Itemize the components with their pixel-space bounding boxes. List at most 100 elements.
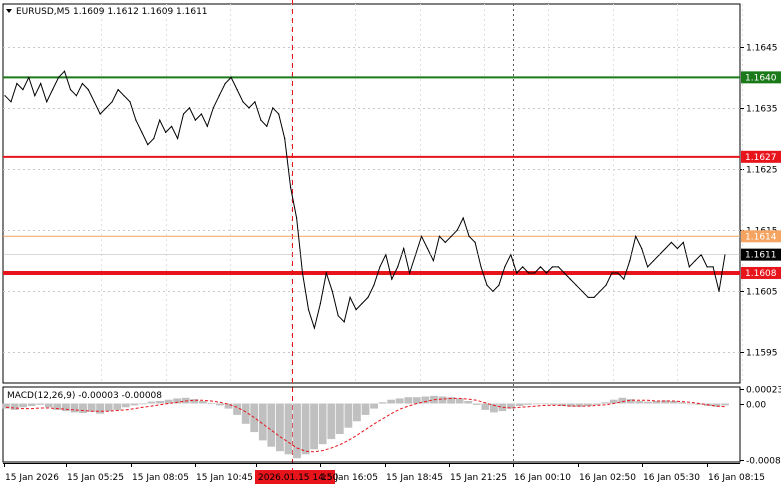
macd-histogram-bar [44, 403, 53, 408]
price-point [575, 284, 577, 286]
macd-histogram-bar [199, 401, 207, 404]
level-label-box [741, 266, 781, 279]
macd-histogram-bar [276, 403, 284, 452]
time-tick-label: 15 Jan 18:45 [386, 473, 443, 483]
macd-histogram-bar [79, 403, 87, 413]
price-point [4, 95, 6, 97]
macd-histogram-bar [164, 399, 173, 404]
price-point [450, 235, 452, 237]
macd-histogram-bar [652, 401, 661, 404]
macd-histogram-bar [695, 403, 704, 405]
time-tick-label: 15 Jan 2026 [5, 473, 59, 483]
macd-histogram-bar [472, 403, 481, 405]
macd-histogram-bar [19, 403, 27, 408]
macd-histogram-bar [344, 403, 353, 428]
price-point [206, 125, 208, 127]
macd-histogram-bar [644, 401, 652, 404]
price-point [10, 101, 12, 103]
macd-histogram-bar [104, 403, 113, 412]
macd-tick-label: -0.00089 [746, 457, 781, 467]
price-point [581, 290, 583, 292]
price-point [563, 272, 565, 274]
price-point [99, 113, 101, 115]
price-point [647, 266, 649, 268]
macd-histogram-bar [258, 403, 267, 441]
time-tick-label: 15 Jan 16:05 [321, 473, 378, 483]
price-tick-label: 1.1595 [746, 349, 778, 359]
price-point [486, 284, 488, 286]
macd-histogram-bar [233, 403, 241, 415]
time-tick-label: 16 Jan 02:50 [579, 473, 636, 483]
symbol-dropdown-icon[interactable] [6, 9, 12, 13]
macd-histogram-bar [438, 396, 447, 404]
price-point [551, 266, 554, 268]
macd-histogram-bar [455, 398, 464, 404]
time-tick-label: 16 Jan 00:10 [514, 473, 571, 483]
price-point [653, 260, 655, 262]
macd-histogram-bar [216, 403, 224, 406]
macd-histogram-bar [121, 403, 130, 408]
price-point [438, 235, 440, 237]
price-point [40, 82, 42, 85]
price-point [676, 247, 679, 250]
price-point [623, 278, 625, 280]
price-point [266, 125, 268, 127]
price-panel-frame [2, 3, 741, 384]
level-label-box [741, 230, 781, 243]
price-point [635, 235, 637, 237]
price-point [409, 272, 411, 274]
price-point [629, 260, 631, 262]
price-point [367, 296, 369, 298]
level-label: 1.1614 [745, 232, 777, 242]
price-point [480, 266, 482, 268]
price-point [46, 101, 48, 103]
macd-histogram-bar [678, 402, 687, 404]
price-point [159, 119, 161, 121]
macd-histogram-bar [515, 403, 524, 406]
price-point [391, 278, 393, 280]
level-label: 1.1640 [745, 73, 777, 83]
price-point [522, 266, 524, 268]
macd-histogram-bar [618, 397, 627, 404]
macd-histogram-bar [721, 403, 729, 406]
macd-histogram-bar [635, 401, 644, 404]
level-label: 1.1608 [745, 269, 777, 279]
highlighted-time-box [255, 470, 335, 484]
price-point [426, 247, 429, 250]
macd-tick-label: 0.00 [746, 401, 766, 411]
macd-histogram-bar [498, 403, 507, 412]
price-point [117, 89, 119, 91]
macd-histogram-bar [661, 400, 669, 404]
price-point [403, 247, 405, 250]
price-point [718, 290, 720, 292]
macd-histogram-bar [575, 403, 584, 407]
macd-histogram-bar [712, 403, 721, 407]
price-point [284, 137, 286, 140]
price-point [105, 107, 107, 109]
price-point [569, 278, 571, 280]
price-point [272, 107, 274, 109]
price-point [52, 89, 54, 91]
macd-histogram-bar [10, 403, 19, 410]
price-point [498, 284, 500, 286]
macd-histogram-bar [53, 403, 62, 410]
macd-histogram-bar [224, 403, 233, 409]
macd-histogram-bar [532, 403, 541, 405]
price-point [641, 247, 643, 250]
price-point [141, 131, 143, 133]
price-point [75, 95, 77, 97]
price-point [462, 217, 464, 219]
price-point [69, 89, 72, 91]
price-point [248, 107, 250, 109]
price-point [456, 229, 458, 231]
macd-histogram-bar [318, 403, 327, 445]
price-series-line [4, 70, 726, 330]
price-point [236, 89, 238, 91]
price-point [135, 119, 137, 121]
macd-histogram-bar [190, 399, 199, 404]
macd-histogram-bar [36, 403, 45, 405]
price-point [87, 89, 89, 91]
